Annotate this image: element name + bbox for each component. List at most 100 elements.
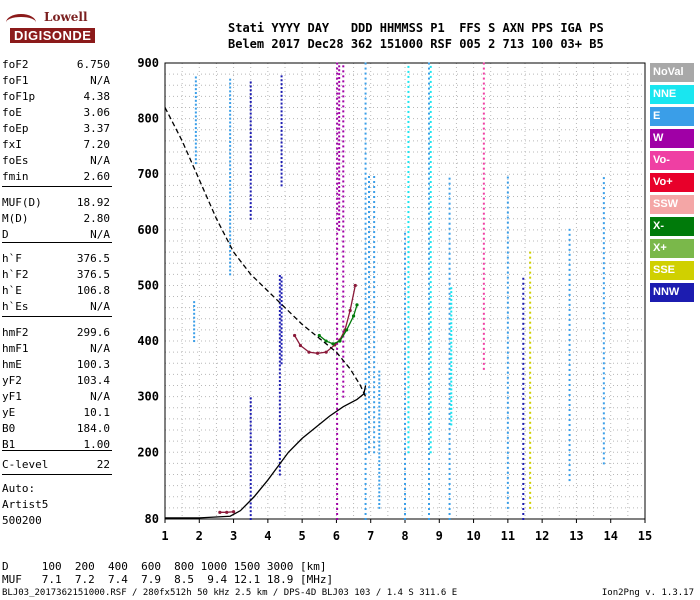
echo-dot (249, 463, 252, 466)
echo-dot (482, 262, 485, 265)
echo-dot (364, 162, 367, 165)
echo-dot (342, 370, 345, 373)
echo-dot (404, 402, 406, 405)
echo-dot (602, 422, 605, 425)
echo-dot (280, 292, 283, 295)
echo-dot (404, 447, 406, 450)
echo-dot (194, 80, 197, 83)
echo-dot (506, 231, 509, 234)
echo-dot (448, 487, 451, 490)
echo-dot (529, 286, 532, 289)
echo-dot (506, 481, 509, 484)
x-tick-label: 14 (603, 529, 617, 543)
echo-dot (249, 116, 252, 119)
echo-dot (407, 261, 410, 264)
echo-dot (336, 67, 339, 70)
echo-dot (338, 143, 341, 146)
echo-dot (278, 313, 281, 316)
echo-dot (428, 222, 430, 225)
echo-dot (336, 92, 339, 95)
echo-dot (194, 150, 197, 153)
echo-dot (278, 415, 281, 418)
echo-dot (280, 102, 283, 105)
echo-dot (336, 362, 339, 365)
echo-dot (602, 217, 605, 220)
echo-dot (278, 337, 281, 340)
echo-dot (407, 176, 410, 178)
echo-dot (407, 316, 410, 319)
echo-dot (249, 186, 252, 189)
echo-dot (506, 311, 509, 314)
echo-dot (336, 347, 339, 350)
echo-dot (364, 87, 367, 90)
echo-dot (373, 241, 376, 244)
echo-dot (407, 115, 410, 118)
param-row: h`Es N/A (2, 300, 110, 314)
echo-dot (336, 382, 339, 385)
echo-dot (278, 321, 281, 324)
echo-dot (407, 451, 410, 454)
echo-dot (404, 317, 406, 320)
echo-dot (342, 270, 345, 273)
echo-dot (404, 407, 406, 410)
echo-dot (278, 442, 281, 445)
echo-dot (336, 507, 339, 510)
echo-dot (506, 456, 509, 459)
echo-dot (429, 256, 432, 259)
echo-dot (364, 262, 367, 265)
echo-dot (229, 230, 232, 233)
echo-dot (529, 446, 532, 449)
echo-dot (368, 386, 370, 389)
echo-dot (364, 512, 367, 515)
echo-dot (568, 429, 571, 432)
y-tick-label: 200 (137, 445, 159, 459)
echo-dot (373, 341, 376, 344)
echo-dot (428, 327, 430, 330)
echo-dot (429, 135, 432, 138)
echo-dot (249, 420, 252, 423)
echo-dot (529, 391, 532, 394)
echo-dot (428, 207, 430, 210)
echo-dot (368, 211, 370, 214)
echo-dot (194, 99, 197, 102)
echo-dot (342, 150, 345, 153)
echo-dot (193, 301, 196, 304)
echo-dot (602, 187, 605, 190)
echo-dot (368, 331, 370, 334)
echo-dot (373, 391, 376, 394)
digisonde-logo: Lowell DIGISONDE (4, 8, 154, 48)
echo-dot (448, 497, 451, 500)
echo-dot (568, 434, 571, 437)
echo-dot (450, 368, 453, 371)
echo-dot (407, 441, 410, 444)
echo-dot (506, 176, 509, 179)
echo-dot (407, 266, 410, 269)
echo-dot (338, 69, 341, 72)
echo-dot (194, 88, 197, 91)
param-row: fxI 7.20 (2, 138, 110, 152)
echo-dot (336, 292, 339, 295)
echo-dot (407, 196, 410, 199)
echo-dot (602, 227, 605, 230)
echo-dot (342, 250, 345, 253)
echo-dot (249, 163, 252, 166)
echo-dot (249, 178, 252, 181)
echo-dot (364, 282, 367, 285)
y-tick-label: 400 (137, 334, 159, 348)
echo-dot (529, 336, 532, 339)
echo-dot (429, 241, 432, 244)
param-value: 100.3 (76, 358, 110, 371)
echo-dot (280, 335, 283, 338)
echo-dot (373, 196, 376, 199)
param-row: MUF(D) 18.92 (2, 196, 110, 210)
echo-dot (336, 127, 339, 130)
echo-dot (428, 492, 430, 495)
echo-dot (249, 217, 252, 220)
echo-dot (194, 134, 197, 137)
echo-dot (342, 65, 345, 68)
echo-dot (602, 357, 605, 360)
echo-dot (506, 361, 509, 364)
echo-dot (194, 92, 197, 95)
echo-dot (338, 96, 341, 99)
trace-O-trace (294, 285, 356, 354)
